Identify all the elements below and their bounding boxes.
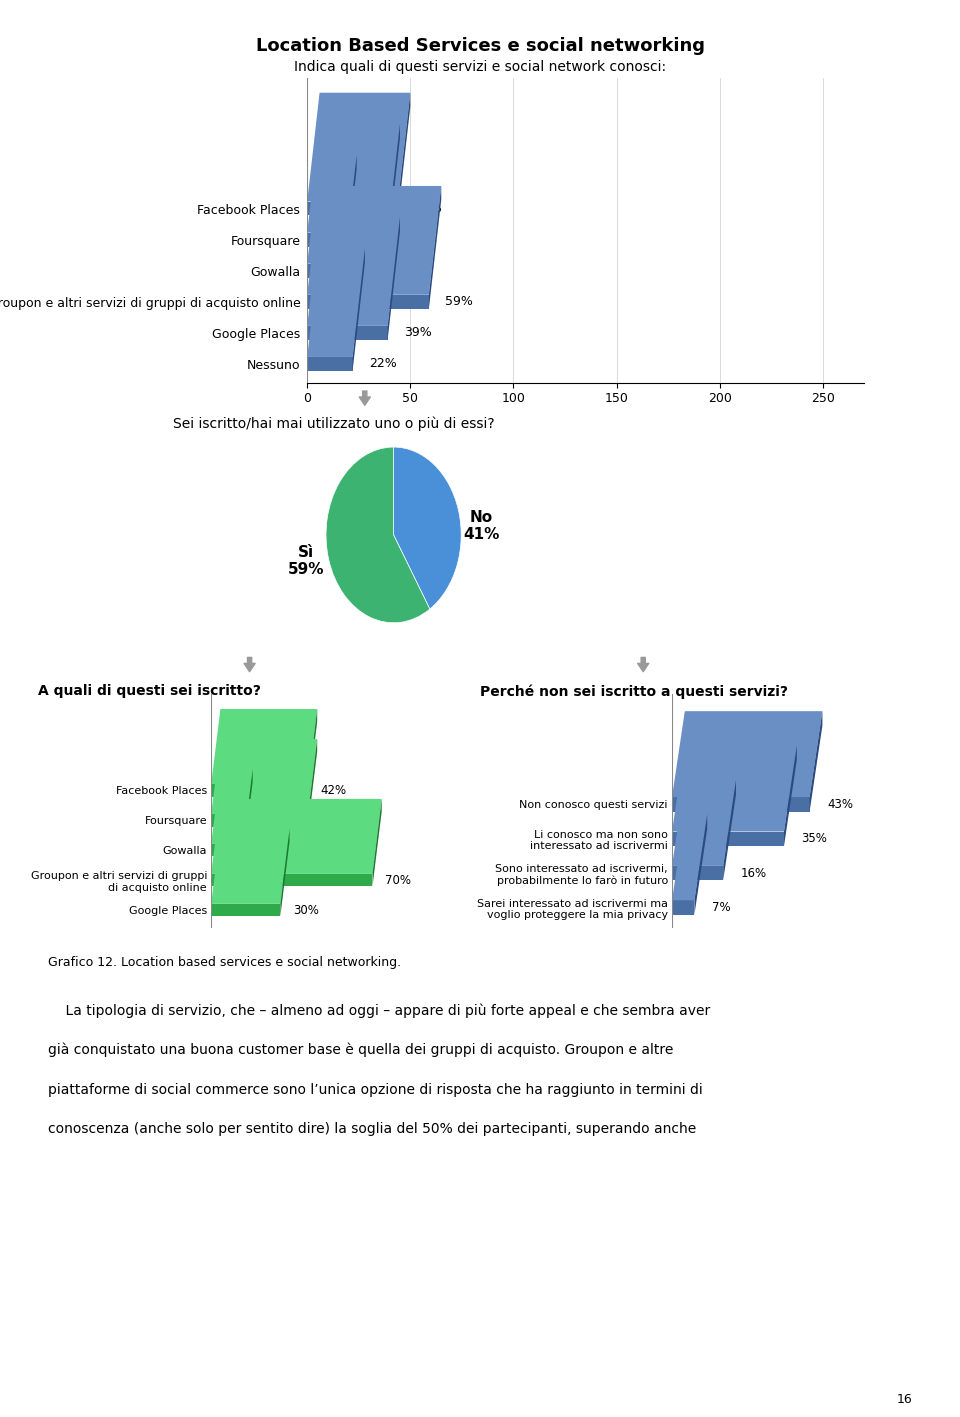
Polygon shape [372, 799, 382, 887]
Polygon shape [388, 217, 400, 340]
Wedge shape [394, 446, 461, 609]
Bar [672, 900, 694, 915]
Polygon shape [280, 829, 290, 917]
Bar [672, 866, 723, 880]
Bar [672, 832, 784, 846]
Text: 22%: 22% [369, 357, 396, 370]
Text: conoscenza (anche solo per sentito dire) la soglia del 50% dei partecipanti, sup: conoscenza (anche solo per sentito dire)… [48, 1122, 696, 1136]
Bar [307, 357, 352, 371]
Polygon shape [723, 779, 736, 880]
Text: 14%: 14% [256, 843, 282, 857]
Text: 42%: 42% [321, 784, 347, 796]
Text: 42%: 42% [321, 813, 347, 826]
Polygon shape [345, 154, 357, 278]
Polygon shape [308, 708, 317, 796]
Text: La tipologia di servizio, che – almeno ad oggi – appare di più forte appeal e ch: La tipologia di servizio, che – almeno a… [48, 1003, 710, 1017]
Text: Location Based Services e social networking: Location Based Services e social network… [255, 37, 705, 55]
Text: 16: 16 [897, 1393, 912, 1406]
Text: 7%: 7% [712, 901, 731, 914]
Polygon shape [211, 708, 317, 784]
Polygon shape [352, 248, 365, 371]
Polygon shape [672, 815, 708, 900]
Polygon shape [211, 799, 382, 874]
Polygon shape [388, 123, 400, 247]
Polygon shape [307, 154, 357, 264]
Text: 43%: 43% [828, 798, 853, 811]
Bar [307, 264, 345, 278]
Bar [211, 904, 280, 917]
Bar [307, 326, 388, 340]
Polygon shape [307, 123, 400, 232]
Text: 44%: 44% [415, 203, 443, 215]
Polygon shape [672, 711, 823, 798]
Text: 35%: 35% [802, 832, 828, 845]
Polygon shape [244, 769, 252, 856]
Polygon shape [308, 740, 317, 826]
Polygon shape [398, 92, 410, 215]
Text: 70%: 70% [385, 874, 411, 887]
Text: A quali di questi sei iscritto?: A quali di questi sei iscritto? [38, 684, 261, 699]
Bar [307, 295, 429, 309]
Text: 30%: 30% [293, 904, 319, 917]
Text: 18%: 18% [361, 264, 389, 278]
Polygon shape [211, 740, 317, 813]
Text: 16%: 16% [741, 867, 767, 880]
Polygon shape [429, 186, 442, 309]
Polygon shape [672, 779, 736, 866]
Polygon shape [211, 769, 252, 845]
Polygon shape [307, 248, 365, 357]
Text: No
41%: No 41% [464, 510, 499, 543]
Polygon shape [307, 92, 410, 201]
Polygon shape [809, 711, 823, 812]
Bar [672, 798, 809, 812]
Text: già conquistato una buona customer base è quella dei gruppi di acquisto. Groupon: già conquistato una buona customer base … [48, 1043, 673, 1057]
Text: Sì
59%: Sì 59% [287, 546, 324, 578]
Polygon shape [307, 217, 400, 326]
Text: piattaforme di social commerce sono l’unica opzione di risposta che ha raggiunto: piattaforme di social commerce sono l’un… [48, 1083, 703, 1097]
Text: 59%: 59% [445, 295, 473, 309]
Text: Indica quali di questi servizi e social network conosci:: Indica quali di questi servizi e social … [294, 60, 666, 74]
Bar [307, 201, 398, 215]
Bar [211, 845, 244, 856]
Polygon shape [307, 186, 442, 295]
Bar [307, 232, 388, 247]
Polygon shape [672, 745, 797, 832]
Text: 39%: 39% [404, 232, 432, 247]
Polygon shape [211, 829, 290, 904]
Bar [211, 784, 308, 796]
Text: 39%: 39% [404, 326, 432, 339]
Text: Perché non sei iscritto a questi servizi?: Perché non sei iscritto a questi servizi… [480, 684, 788, 699]
Polygon shape [784, 745, 797, 846]
Text: Grafico 12. Location based services e social networking.: Grafico 12. Location based services e so… [48, 956, 401, 969]
Bar [211, 813, 308, 826]
Wedge shape [326, 446, 430, 622]
Polygon shape [694, 815, 708, 915]
Bar [211, 874, 372, 887]
Text: Sei iscritto/hai mai utilizzato uno o più di essi?: Sei iscritto/hai mai utilizzato uno o pi… [173, 417, 494, 431]
